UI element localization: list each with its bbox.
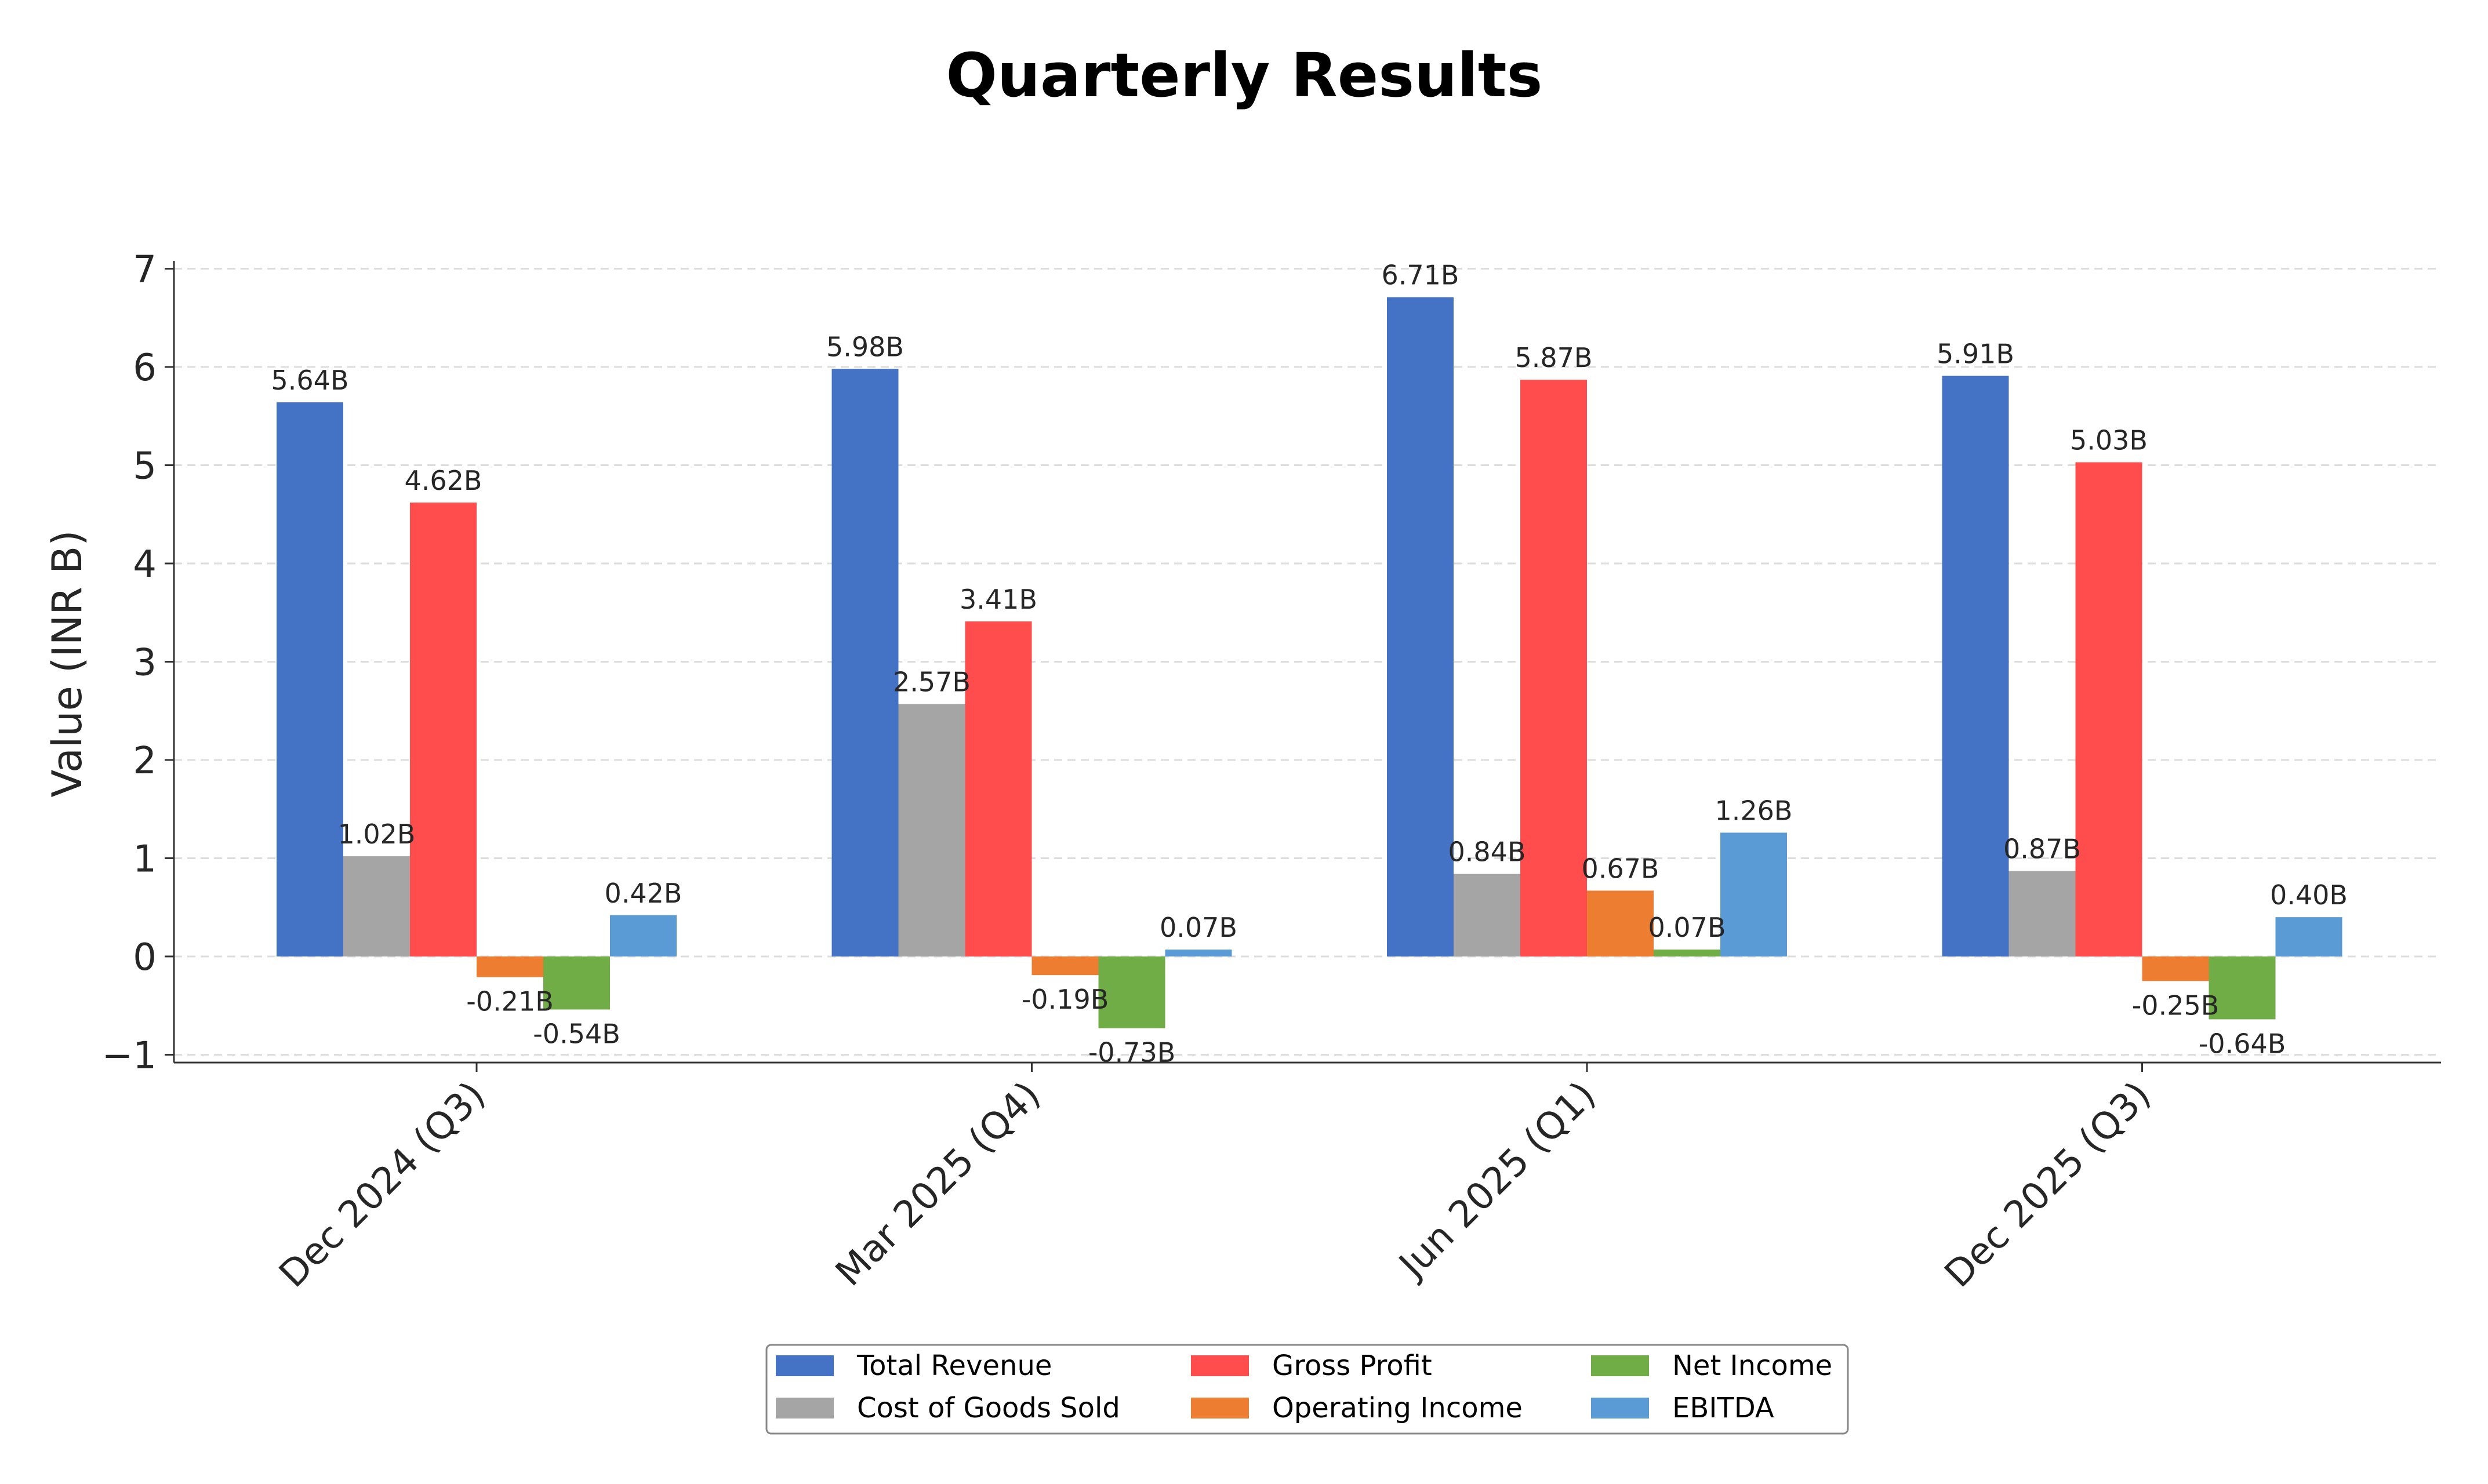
- bar: [1520, 380, 1587, 956]
- legend-label: Net Income: [1672, 1350, 1832, 1382]
- data-label: -0.54B: [533, 1018, 620, 1049]
- y-tick-label: 3: [133, 642, 157, 685]
- data-label: 5.98B: [826, 331, 904, 362]
- bar: [410, 502, 477, 956]
- data-label: -0.19B: [1022, 984, 1109, 1015]
- y-tick-label: 5: [133, 445, 157, 488]
- legend-swatch: [1191, 1355, 1249, 1376]
- legend: Total Revenue Cost of Goods Sold Gross Pro…: [765, 1344, 1849, 1435]
- legend-swatch: [1591, 1355, 1649, 1376]
- y-tick-label: 2: [133, 740, 157, 783]
- y-tick-label: 6: [133, 347, 157, 390]
- data-label: 0.40B: [2270, 879, 2348, 911]
- bar: [2275, 917, 2342, 956]
- bar: [277, 402, 343, 956]
- x-tick-label: Jun 2025 (Q1): [1390, 1074, 1604, 1288]
- data-label: -0.25B: [2132, 990, 2220, 1021]
- data-label: 0.87B: [2003, 834, 2081, 865]
- legend-swatch: [1191, 1398, 1249, 1418]
- y-tick-label: 4: [133, 543, 157, 586]
- legend-label: Operating Income: [1272, 1392, 1523, 1424]
- bar: [1387, 297, 1454, 956]
- y-tick-label: 1: [133, 838, 157, 881]
- bar: [2209, 956, 2276, 1020]
- x-tick-label: Dec 2025 (Q3): [1937, 1074, 2159, 1296]
- bar: [1165, 950, 1232, 956]
- x-tick-label: Dec 2024 (Q3): [271, 1074, 494, 1296]
- chart-title: Quarterly Results: [946, 40, 1543, 111]
- legend-label: Gross Profit: [1272, 1350, 1432, 1382]
- data-label: 4.62B: [405, 465, 482, 496]
- data-label: 5.91B: [1937, 338, 2014, 369]
- bar: [898, 704, 965, 956]
- legend-label: EBITDA: [1672, 1392, 1774, 1424]
- data-label: 0.84B: [1448, 836, 1526, 868]
- data-label: -0.73B: [1088, 1037, 1176, 1068]
- data-label: 5.03B: [2070, 424, 2148, 456]
- legend-label: Total Revenue: [856, 1350, 1052, 1382]
- data-labels: 5.64B 5.98B 6.71B 5.91B 1.02B 2.57B 0.84B 0.87B…: [271, 260, 2348, 1068]
- data-label: 0.07B: [1160, 912, 1237, 943]
- bar: [1098, 956, 1165, 1028]
- bar: [1031, 956, 1099, 976]
- bar: [543, 956, 610, 1010]
- data-label: 2.57B: [893, 666, 971, 697]
- y-tick-label: 0: [133, 936, 157, 979]
- bar: [1587, 890, 1654, 956]
- y-tick-label: −1: [102, 1034, 157, 1077]
- bar: [2008, 871, 2076, 956]
- bar: [2142, 956, 2209, 981]
- bar: [1454, 874, 1520, 956]
- data-label: -0.21B: [466, 986, 554, 1017]
- bars: [277, 297, 2342, 1028]
- data-label: 0.07B: [1648, 912, 1726, 943]
- legend-swatch: [776, 1355, 834, 1376]
- data-label: 1.02B: [338, 819, 416, 850]
- bar: [343, 856, 410, 956]
- bar: [1942, 376, 2009, 956]
- data-label: 3.41B: [960, 584, 1037, 615]
- legend-label: Cost of Goods Sold: [857, 1392, 1120, 1424]
- bar: [2075, 462, 2142, 956]
- y-axis-label: Value (INR B): [43, 530, 91, 797]
- data-label: 0.67B: [1582, 853, 1659, 884]
- legend-swatch: [776, 1398, 834, 1418]
- data-label: 6.71B: [1382, 260, 1459, 291]
- bar: [965, 621, 1032, 956]
- data-label: 5.64B: [271, 365, 349, 396]
- x-tick-label: Mar 2025 (Q4): [827, 1074, 1048, 1294]
- bar: [831, 369, 899, 956]
- bar: [1654, 950, 1720, 956]
- data-label: -0.64B: [2199, 1028, 2286, 1059]
- bar: [610, 915, 677, 956]
- legend-swatch: [1591, 1398, 1649, 1418]
- data-label: 5.87B: [1515, 342, 1593, 373]
- bar: [477, 956, 543, 977]
- y-tick-label: 7: [133, 249, 157, 292]
- legend-box: [765, 1344, 1849, 1435]
- data-label: 0.42B: [605, 878, 682, 909]
- data-label: 1.26B: [1715, 795, 1793, 826]
- bar: [1720, 832, 1787, 956]
